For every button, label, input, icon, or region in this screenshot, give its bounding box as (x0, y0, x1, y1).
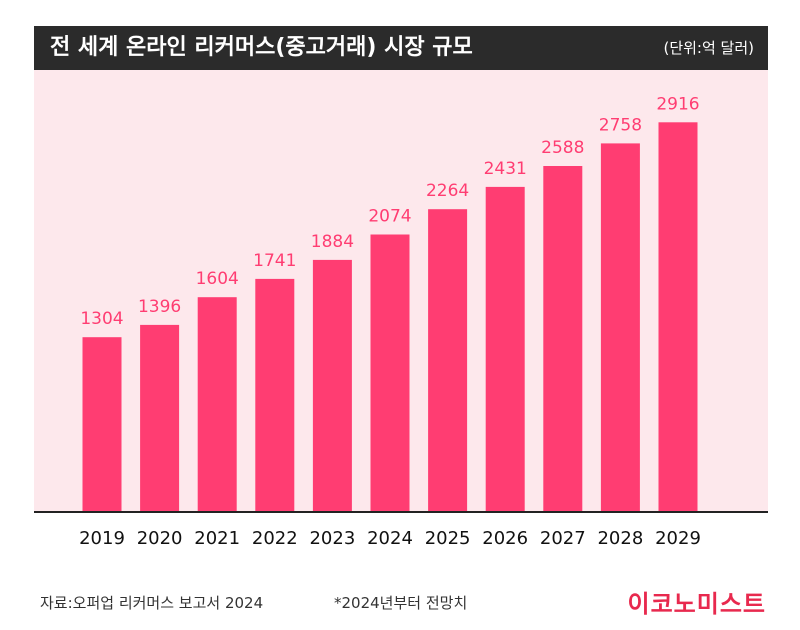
value-label-2020: 1396 (138, 297, 181, 317)
forecast-note: *2024년부터 전망치 (334, 594, 468, 612)
x-tick-label-2028: 2028 (597, 528, 643, 549)
bar-2025 (428, 209, 468, 511)
bar-2020 (140, 324, 180, 511)
x-tick-label-2024: 2024 (367, 528, 413, 549)
value-label-2021: 1604 (196, 269, 239, 289)
bar-2027 (543, 166, 583, 511)
bar-2022 (255, 278, 295, 511)
title-bar: 전 세계 온라인 리커머스(중고거래) 시장 규모 (단위:억 달러) (34, 26, 768, 70)
x-tick-label-2023: 2023 (309, 528, 355, 549)
bar-2019 (82, 337, 122, 511)
x-tick-label-2029: 2029 (655, 528, 701, 549)
bar-2021 (197, 297, 237, 511)
x-tick-label-2027: 2027 (540, 528, 586, 549)
x-tick-label-2019: 2019 (79, 528, 125, 549)
value-label-2022: 1741 (253, 251, 296, 271)
unit-label: (단위:억 달러) (663, 39, 754, 57)
x-tick-label-2022: 2022 (252, 528, 298, 549)
value-label-2024: 2074 (368, 207, 411, 227)
bar-2029 (658, 122, 698, 512)
value-label-2025: 2264 (426, 181, 469, 201)
bar-2024 (370, 234, 410, 511)
value-label-2026: 2431 (484, 159, 527, 179)
bar-2023 (312, 259, 352, 511)
x-axis-line (34, 511, 768, 513)
x-tick-label-2020: 2020 (137, 528, 183, 549)
publisher-logo: 이코노미스트 (627, 590, 766, 618)
value-label-2027: 2588 (541, 138, 584, 158)
x-tick-label-2026: 2026 (482, 528, 528, 549)
chart-title: 전 세계 온라인 리커머스(중고거래) 시장 규모 (50, 35, 473, 60)
value-label-2028: 2758 (599, 115, 642, 135)
value-label-2023: 1884 (311, 232, 354, 252)
value-label-2019: 1304 (80, 309, 123, 329)
value-label-2029: 2916 (656, 94, 699, 114)
bar-2028 (600, 143, 640, 511)
source-label: 자료:오퍼업 리커머스 보고서 2024 (40, 594, 264, 612)
x-tick-label-2025: 2025 (425, 528, 471, 549)
x-tick-label-2021: 2021 (194, 528, 240, 549)
bar-2026 (485, 186, 525, 511)
